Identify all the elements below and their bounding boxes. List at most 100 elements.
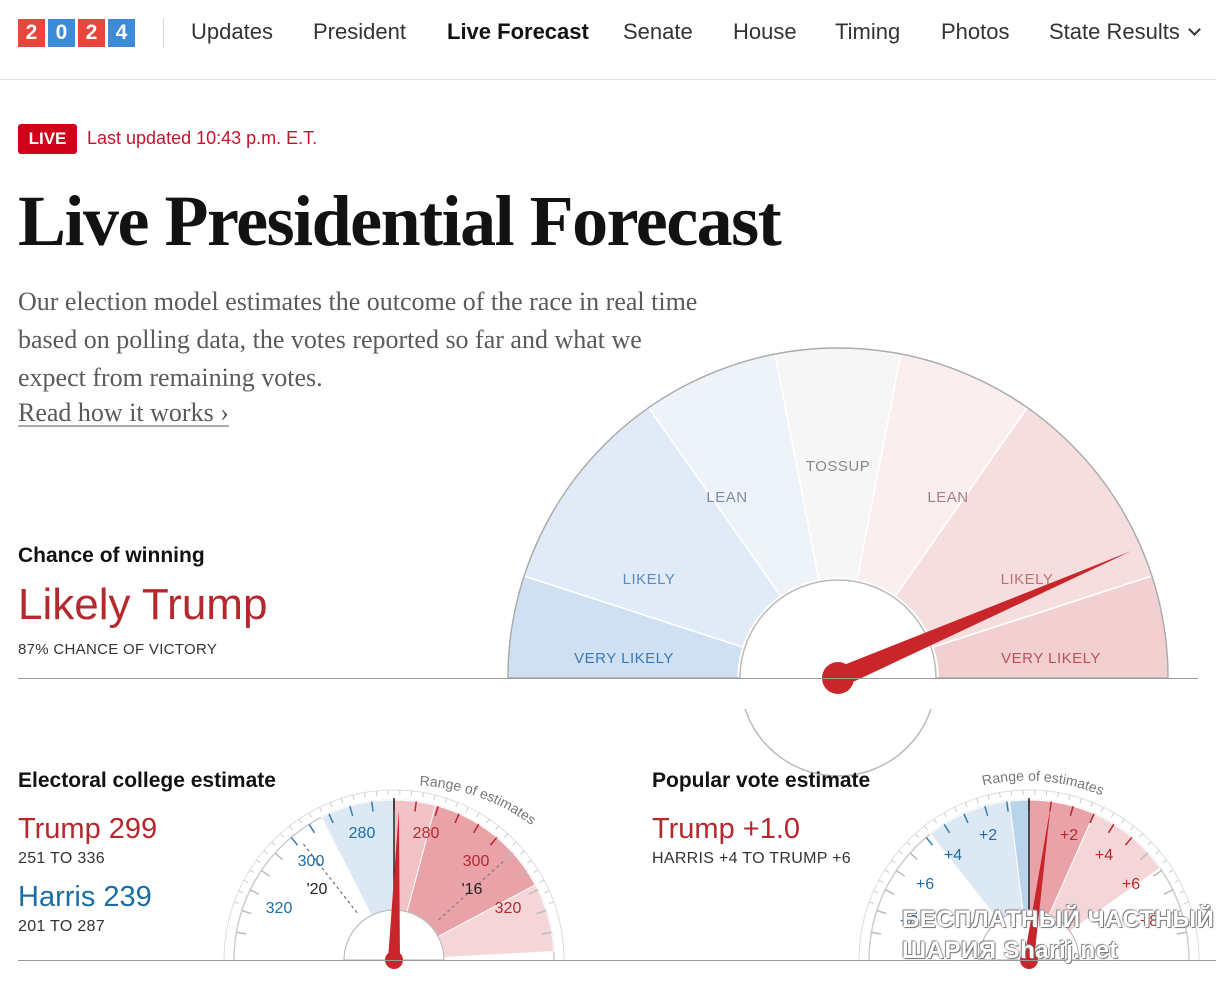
popular-outer-tick [1057, 792, 1060, 798]
electoral-2016-marker: '16 [462, 881, 483, 898]
popular-tick-label: +6 [1122, 876, 1140, 893]
watermark-line-2: ШАРИЯ Sharij.net [902, 937, 1118, 964]
electoral-outer-tick [279, 833, 284, 838]
electoral-outer-tick [527, 859, 532, 864]
electoral-tick [517, 869, 528, 877]
electoral-tick-label: 280 [413, 825, 440, 842]
nav-item-timing[interactable]: Timing [835, 19, 901, 44]
popular-tick-label: +6 [916, 876, 934, 893]
electoral-tick [308, 823, 316, 834]
popular-outer-tick [923, 825, 928, 831]
chance-subtitle: 87% CHANCE OF VICTORY [18, 641, 218, 658]
popular-tick [1069, 805, 1074, 817]
electoral-outer-tick [234, 901, 240, 905]
electoral-gauge-outer-arc [223, 789, 565, 961]
gauge-label-likely-harris: LIKELY [623, 571, 676, 588]
electoral-tick-label: 300 [463, 853, 490, 870]
popular-outer-tick [1174, 879, 1180, 883]
nav-item-updates[interactable]: Updates [191, 19, 273, 44]
popular-gauge-outer-arc [858, 789, 1200, 961]
gauge-label-lean-trump: LEAN [927, 489, 968, 506]
electoral-tick [328, 813, 334, 824]
electoral-outer-tick [256, 859, 261, 864]
nav-item-president[interactable]: President [313, 19, 406, 44]
popular-tick [963, 813, 969, 824]
popular-outer-tick [1147, 841, 1152, 846]
gauge-outline [507, 347, 1169, 679]
nav-item-house[interactable]: House [733, 19, 797, 44]
electoral-tick [236, 931, 247, 935]
watermark-line-1: БЕСПЛАТНЫЙ ЧАСТНЫЙ [902, 906, 1215, 933]
popular-tick [943, 823, 951, 834]
popular-outer-tick [1179, 890, 1185, 894]
electoral-tick [414, 801, 418, 812]
electoral-gauge: 280 300 320 280 300 320 '20 '16 Range of… [223, 773, 565, 969]
electoral-tick [504, 852, 514, 861]
gauge-label-very-likely-trump: VERY LIKELY [1001, 650, 1101, 667]
electoral-outer-tick [319, 806, 323, 812]
read-how-it-works-link[interactable]: Read how it works › [18, 398, 229, 427]
2024-logo[interactable]: 2 0 2 4 [18, 19, 135, 47]
electoral-outer-tick [548, 901, 554, 905]
popular-outer-tick [975, 798, 979, 804]
electoral-outer-tick [288, 825, 293, 831]
electoral-outer-tick [455, 802, 459, 808]
popular-tick-label: +2 [979, 827, 997, 844]
last-updated: Last updated 10:43 p.m. E.T. [87, 128, 318, 148]
electoral-outer-tick [539, 879, 545, 883]
popular-tick [1171, 909, 1182, 915]
popular-outer-tick [998, 792, 1001, 798]
nav-item-live-forecast[interactable]: Live Forecast [447, 19, 589, 44]
electoral-outer-tick [352, 794, 355, 801]
electoral-outer-tick [298, 818, 303, 824]
popular-outer-tick [1111, 812, 1115, 818]
electoral-outer-tick [263, 850, 268, 855]
popular-outer-tick [987, 794, 990, 801]
popular-gauge: +2 +4 +6 +8 +2 +4 +6 +8 Range of estimat… [858, 768, 1200, 969]
electoral-trump-range: 251 TO 336 [18, 850, 105, 867]
popular-outer-tick [1100, 806, 1104, 812]
electoral-tick [290, 836, 299, 846]
nav-item-photos[interactable]: Photos [941, 19, 1010, 44]
chance-heading: Chance of winning [18, 544, 205, 567]
electoral-outer-tick [340, 798, 344, 804]
electoral-outer-tick [249, 869, 255, 873]
gauge-label-tossup: TOSSUP [806, 458, 870, 475]
live-badge: LIVE [18, 124, 77, 154]
electoral-outer-tick [544, 890, 550, 894]
electoral-2020-marker-line [301, 841, 358, 914]
popular-tick-label: +8 [900, 913, 918, 930]
electoral-outer-tick [308, 812, 312, 818]
popular-trump: Trump +1.0 [652, 813, 801, 845]
popular-tick-label: +2 [1060, 827, 1078, 844]
gauge-label-lean-harris: LEAN [706, 489, 747, 506]
popular-outer-tick [933, 818, 938, 824]
electoral-tick [536, 909, 547, 915]
electoral-heading: Electoral college estimate [18, 769, 276, 792]
electoral-outer-tick [433, 794, 436, 801]
popular-outer-tick [1162, 859, 1167, 864]
electoral-outer-tick [375, 790, 378, 796]
popular-outer-tick [884, 869, 890, 873]
electoral-outer-tick [485, 818, 490, 824]
popular-tick [1124, 836, 1133, 846]
nav-item-senate[interactable]: Senate [623, 19, 693, 44]
popular-outer-tick [1183, 901, 1189, 905]
bottom-divider [18, 960, 1216, 961]
electoral-outer-tick [504, 833, 509, 838]
electoral-outer-tick [476, 812, 480, 818]
popular-tick [909, 852, 919, 861]
chance-verdict: Likely Trump [18, 580, 268, 629]
popular-outer-tick [1120, 818, 1125, 824]
popular-range: HARRIS +4 TO TRUMP +6 [652, 850, 851, 867]
popular-outer-tick [878, 879, 884, 883]
nav-item-state-results[interactable]: State Results [1049, 19, 1201, 45]
popular-tick [925, 836, 934, 846]
electoral-outer-tick [465, 806, 469, 812]
electoral-tick [472, 823, 480, 834]
popular-tick [984, 805, 989, 817]
electoral-outer-tick [243, 879, 249, 883]
popular-outer-tick [1139, 833, 1144, 838]
